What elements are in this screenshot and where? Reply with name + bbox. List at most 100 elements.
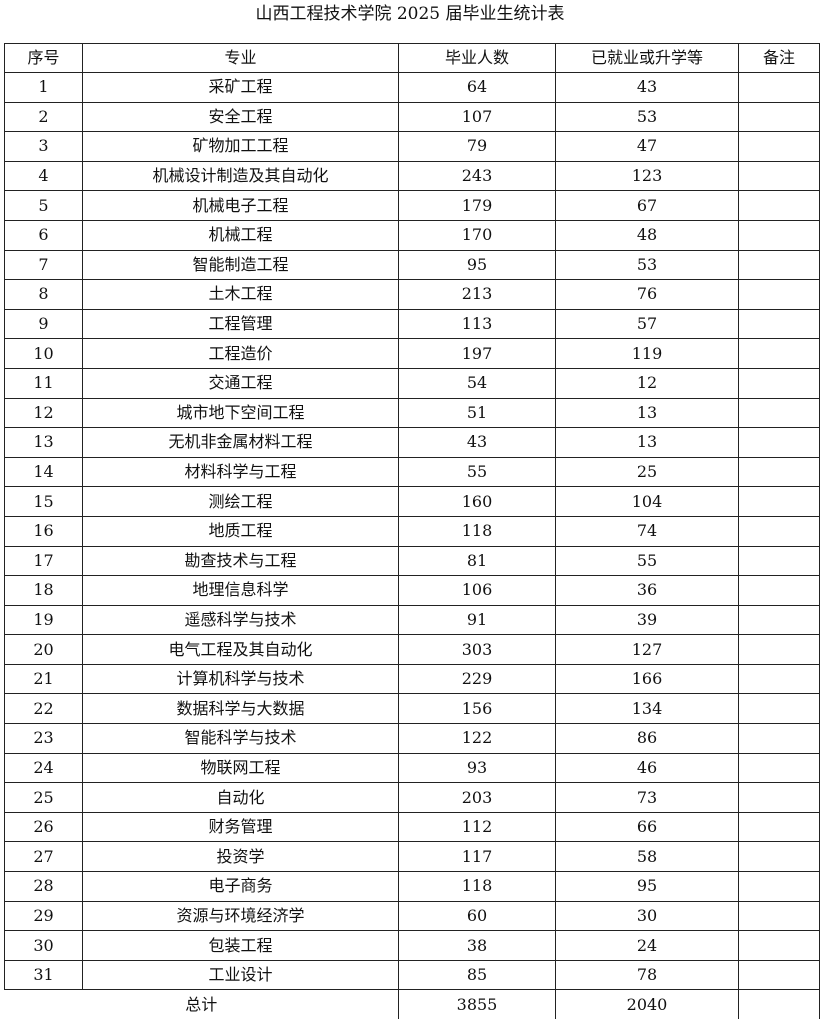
cell-index: 2 (4, 101, 83, 133)
cell-index: 29 (4, 900, 83, 932)
cell-index: 25 (4, 782, 83, 813)
cell-index: 17 (4, 545, 83, 577)
cell-major: 智能科学与技术 (82, 723, 399, 754)
cell-note (738, 427, 820, 458)
table-row: 20 电气工程及其自动化 303 127 (4, 634, 820, 665)
cell-note (738, 575, 820, 606)
cell-index: 27 (4, 841, 83, 873)
cell-index: 31 (4, 959, 83, 991)
cell-employed: 119 (555, 338, 739, 369)
cell-major: 材料科学与工程 (82, 456, 399, 488)
cell-employed: 67 (555, 190, 739, 221)
cell-note (738, 841, 820, 873)
cell-note (738, 131, 820, 162)
graduate-statistics-table: 序号 专业 毕业人数 已就业或升学等 备注 1 采矿工程 64 43 2 安全工程 107 5… (4, 43, 820, 1019)
cell-note (738, 101, 820, 133)
cell-note (738, 72, 820, 103)
cell-note (738, 160, 820, 192)
cell-employed: 13 (555, 397, 739, 429)
cell-index: 19 (4, 604, 83, 636)
cell-note (738, 219, 820, 251)
cell-major: 电气工程及其自动化 (82, 634, 399, 665)
cell-index: 26 (4, 811, 83, 843)
cell-index: 7 (4, 249, 83, 281)
cell-graduates: 118 (398, 871, 556, 902)
cell-employed: 166 (555, 663, 739, 695)
cell-employed: 104 (555, 486, 739, 517)
cell-graduates: 213 (398, 279, 556, 310)
cell-index: 12 (4, 397, 83, 429)
cell-note (738, 871, 820, 902)
cell-index: 5 (4, 190, 83, 221)
cell-graduates: 122 (398, 723, 556, 754)
cell-employed: 46 (555, 752, 739, 784)
cell-major: 遥感科学与技术 (82, 604, 399, 636)
cell-index: 6 (4, 219, 83, 251)
cell-graduates: 60 (398, 900, 556, 932)
table-row: 16 地质工程 118 74 (4, 515, 820, 547)
cell-employed: 24 (555, 930, 739, 961)
cell-major: 土木工程 (82, 279, 399, 310)
header-note: 备注 (738, 43, 820, 73)
cell-employed: 123 (555, 160, 739, 192)
cell-index: 8 (4, 279, 83, 310)
cell-index: 10 (4, 338, 83, 369)
cell-graduates: 203 (398, 782, 556, 813)
cell-major: 投资学 (82, 841, 399, 873)
cell-graduates: 197 (398, 338, 556, 369)
cell-graduates: 179 (398, 190, 556, 221)
cell-employed: 43 (555, 72, 739, 103)
cell-note (738, 515, 820, 547)
table-row: 31 工业设计 85 78 (4, 959, 820, 991)
cell-graduates: 117 (398, 841, 556, 873)
cell-employed: 30 (555, 900, 739, 932)
cell-major: 工业设计 (82, 959, 399, 991)
total-graduates: 3855 (398, 989, 556, 1019)
cell-employed: 73 (555, 782, 739, 813)
header-index: 序号 (4, 43, 83, 73)
cell-graduates: 85 (398, 959, 556, 991)
table-row: 1 采矿工程 64 43 (4, 72, 820, 103)
cell-employed: 13 (555, 427, 739, 458)
cell-employed: 57 (555, 308, 739, 340)
cell-employed: 53 (555, 249, 739, 281)
cell-index: 4 (4, 160, 83, 192)
cell-index: 14 (4, 456, 83, 488)
cell-graduates: 95 (398, 249, 556, 281)
cell-employed: 86 (555, 723, 739, 754)
cell-note (738, 279, 820, 310)
cell-major: 自动化 (82, 782, 399, 813)
cell-employed: 48 (555, 219, 739, 251)
cell-employed: 76 (555, 279, 739, 310)
table-row: 9 工程管理 113 57 (4, 308, 820, 340)
cell-index: 28 (4, 871, 83, 902)
cell-note (738, 693, 820, 725)
cell-major: 包装工程 (82, 930, 399, 961)
cell-employed: 39 (555, 604, 739, 636)
cell-graduates: 113 (398, 308, 556, 340)
cell-graduates: 303 (398, 634, 556, 665)
table-row: 24 物联网工程 93 46 (4, 752, 820, 784)
cell-employed: 25 (555, 456, 739, 488)
cell-note (738, 367, 820, 399)
cell-note (738, 723, 820, 754)
table-row: 25 自动化 203 73 (4, 782, 820, 813)
cell-major: 机械工程 (82, 219, 399, 251)
cell-index: 20 (4, 634, 83, 665)
cell-major: 地理信息科学 (82, 575, 399, 606)
cell-index: 23 (4, 723, 83, 754)
cell-graduates: 106 (398, 575, 556, 606)
cell-graduates: 38 (398, 930, 556, 961)
cell-major: 矿物加工工程 (82, 131, 399, 162)
cell-note (738, 249, 820, 281)
table-row: 12 城市地下空间工程 51 13 (4, 397, 820, 429)
cell-graduates: 54 (398, 367, 556, 399)
cell-index: 13 (4, 427, 83, 458)
cell-major: 交通工程 (82, 367, 399, 399)
cell-note (738, 752, 820, 784)
cell-major: 城市地下空间工程 (82, 397, 399, 429)
cell-graduates: 91 (398, 604, 556, 636)
cell-note (738, 308, 820, 340)
cell-employed: 47 (555, 131, 739, 162)
cell-major: 安全工程 (82, 101, 399, 133)
